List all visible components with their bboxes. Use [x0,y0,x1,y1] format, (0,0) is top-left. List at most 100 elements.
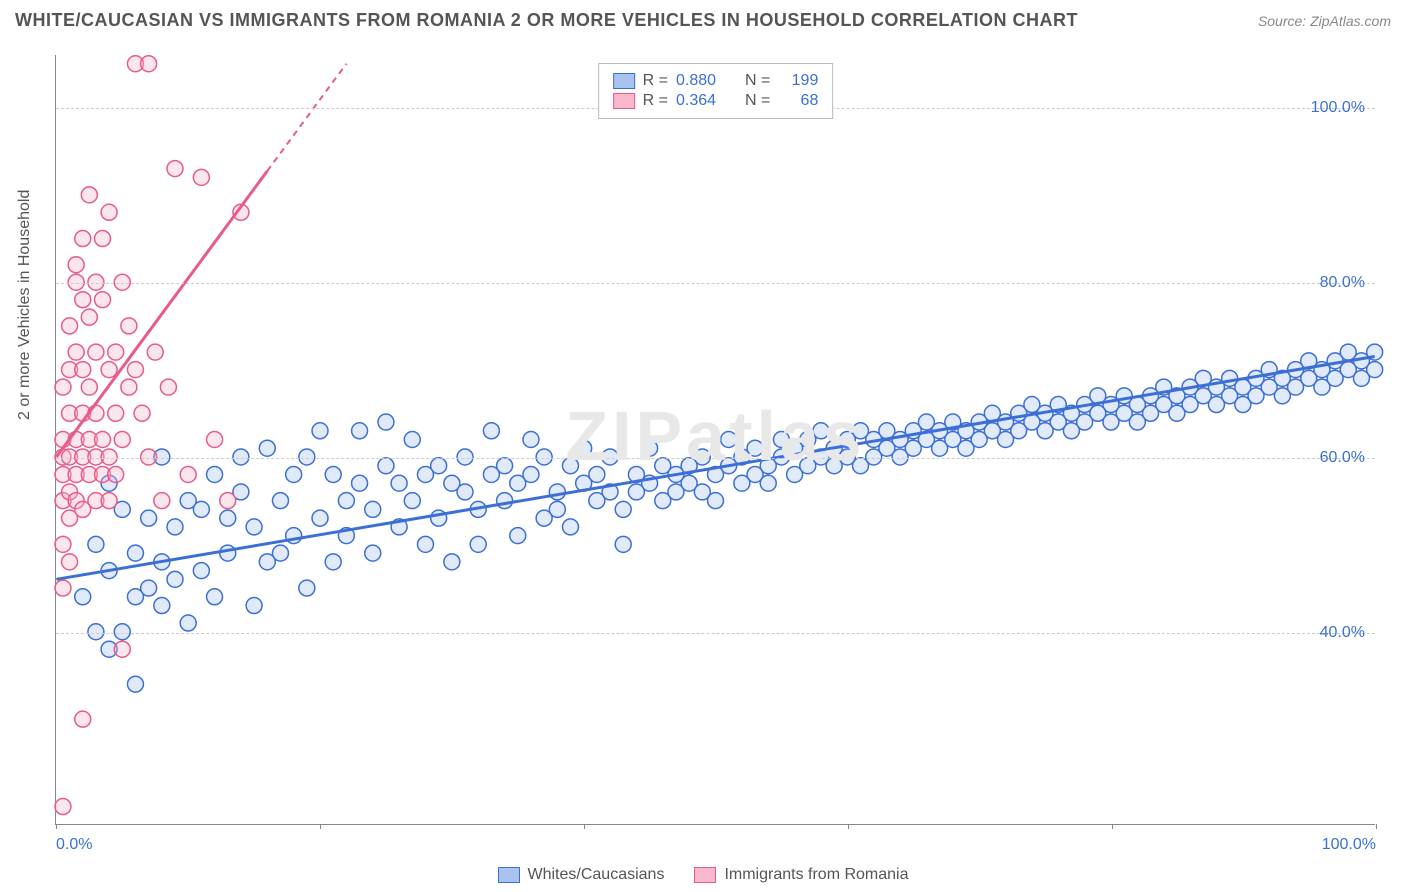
legend-n-value-2: 68 [778,92,818,110]
data-point [404,432,420,448]
data-point [813,423,829,439]
x-tick-label: 100.0% [1322,836,1376,854]
data-point [95,292,111,308]
data-point [391,475,407,491]
data-point [352,475,368,491]
data-point [95,432,111,448]
data-point [259,440,275,456]
data-point [95,231,111,247]
data-point [207,432,223,448]
chart-plot-area: ZIPatlas R = 0.880 N = 199 R = 0.364 N =… [55,55,1375,825]
data-point [55,536,71,552]
data-point [68,344,84,360]
data-point [431,458,447,474]
chart-header: WHITE/CAUCASIAN VS IMMIGRANTS FROM ROMAN… [0,0,1406,36]
data-point [286,466,302,482]
data-point [417,536,433,552]
y-axis-label: 2 or more Vehicles in Household [16,190,34,420]
data-point [108,344,124,360]
data-point [721,432,737,448]
chart-title: WHITE/CAUCASIAN VS IMMIGRANTS FROM ROMAN… [15,10,1078,31]
data-point [365,501,381,517]
data-point [760,475,776,491]
gridline-h [56,633,1375,634]
data-point [246,519,262,535]
data-point [615,501,631,517]
x-tick-label: 0.0% [56,836,92,854]
data-point [470,536,486,552]
legend-bottom-item-1: Whites/Caucasians [498,866,665,884]
data-point [365,545,381,561]
data-point [62,554,78,570]
data-point [180,615,196,631]
data-point [378,458,394,474]
data-point [55,379,71,395]
data-point [55,799,71,815]
data-point [141,56,157,72]
data-point [549,501,565,517]
data-point [88,344,104,360]
data-point [88,536,104,552]
data-point [312,423,328,439]
data-point [167,161,183,177]
legend-swatch-2 [613,93,635,109]
data-point [272,545,288,561]
data-point [207,466,223,482]
data-point [220,545,236,561]
data-point [127,362,143,378]
data-point [154,598,170,614]
data-point [101,204,117,220]
data-point [121,318,137,334]
data-point [1367,362,1383,378]
data-point [404,493,420,509]
scatter-svg [56,55,1375,824]
data-point [642,440,658,456]
data-point [81,309,97,325]
gridline-h [56,283,1375,284]
data-point [549,484,565,500]
data-point [444,554,460,570]
data-point [325,466,341,482]
data-point [108,405,124,421]
legend-row-series-2: R = 0.364 N = 68 [613,92,819,110]
data-point [312,510,328,526]
data-point [193,169,209,185]
x-tick-mark [1112,824,1113,829]
legend-bottom-label-2: Immigrants from Romania [724,866,908,884]
legend-bottom-label-1: Whites/Caucasians [528,866,665,884]
data-point [68,257,84,273]
x-tick-mark [320,824,321,829]
data-point [352,423,368,439]
data-point [378,414,394,430]
source-attribution: Source: ZipAtlas.com [1258,13,1391,29]
data-point [81,187,97,203]
data-point [497,493,513,509]
data-point [708,493,724,509]
data-point [483,423,499,439]
data-point [167,519,183,535]
legend-n-label: N = [745,72,770,90]
data-point [299,580,315,596]
data-point [180,466,196,482]
data-point [747,440,763,456]
data-point [562,519,578,535]
data-point [523,466,539,482]
data-point [207,589,223,605]
legend-r-label: R = [643,92,668,110]
data-point [75,231,91,247]
data-point [220,510,236,526]
data-point [147,344,163,360]
legend-correlation-box: R = 0.880 N = 199 R = 0.364 N = 68 [598,63,834,119]
data-point [134,405,150,421]
y-tick-label: 40.0% [1320,624,1365,642]
data-point [75,711,91,727]
data-point [101,362,117,378]
legend-r-value-2: 0.364 [676,92,731,110]
data-point [101,493,117,509]
legend-r-label: R = [643,72,668,90]
data-point [193,501,209,517]
trend-line [56,356,1374,579]
y-tick-label: 60.0% [1320,449,1365,467]
data-point [81,379,97,395]
data-point [154,493,170,509]
